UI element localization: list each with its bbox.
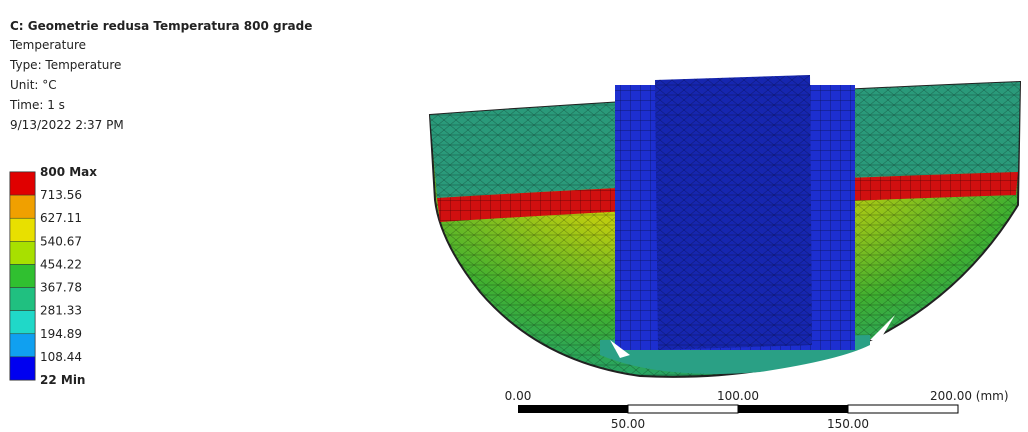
- info-line: 9/13/2022 2:37 PM: [10, 118, 124, 132]
- legend-label: 454.22: [40, 257, 82, 271]
- header: C: Geometrie redusa Temperatura 800 grad…: [9, 19, 312, 132]
- info-line: Unit: °C: [10, 78, 57, 92]
- legend-label: 281.33: [40, 304, 82, 318]
- legend-label: 108.44: [40, 350, 82, 364]
- scale-label: 200.00 (mm): [930, 389, 1009, 403]
- legend-swatch: [9, 310, 36, 335]
- legend-label: 194.89: [40, 327, 82, 341]
- info-line: Type: Temperature: [9, 58, 121, 72]
- scale-segment: [518, 405, 628, 413]
- legend-swatch: [9, 287, 36, 311]
- legend-swatch: [9, 194, 36, 219]
- scale-label: 150.00: [827, 417, 869, 431]
- scale-label: 50.00: [611, 417, 645, 431]
- legend-label: 800 Max: [40, 165, 97, 179]
- legend-swatch: [9, 333, 36, 358]
- info-line: Temperature: [9, 38, 86, 52]
- scale-label: 0.00: [505, 389, 532, 403]
- legend-label: 540.67: [40, 234, 82, 248]
- title: C: Geometrie redusa Temperatura 800 grad…: [10, 19, 312, 33]
- legend-swatch: [9, 241, 36, 265]
- legend-swatch: [9, 217, 36, 242]
- legend: 800 Max 713.56 627.11 540.67 454.22 367.78 281…: [9, 165, 97, 387]
- legend-swatch: [9, 264, 36, 288]
- legend-label: 627.11: [40, 211, 82, 225]
- scale-label: 100.00: [717, 389, 759, 403]
- legend-label: 713.56: [40, 188, 82, 202]
- scale-bar: 0.00 100.00 200.00 (mm) 50.00 150.00: [505, 389, 1009, 431]
- legend-label: 367.78: [40, 281, 82, 295]
- scale-segment: [847, 404, 959, 414]
- model: [428, 75, 1022, 378]
- info-line: Time: 1 s: [9, 98, 65, 112]
- legend-swatch: [9, 171, 36, 196]
- scale-segment: [738, 405, 848, 413]
- scale-segment: [627, 404, 739, 414]
- legend-swatch: [9, 356, 36, 381]
- legend-label: 22 Min: [40, 373, 85, 387]
